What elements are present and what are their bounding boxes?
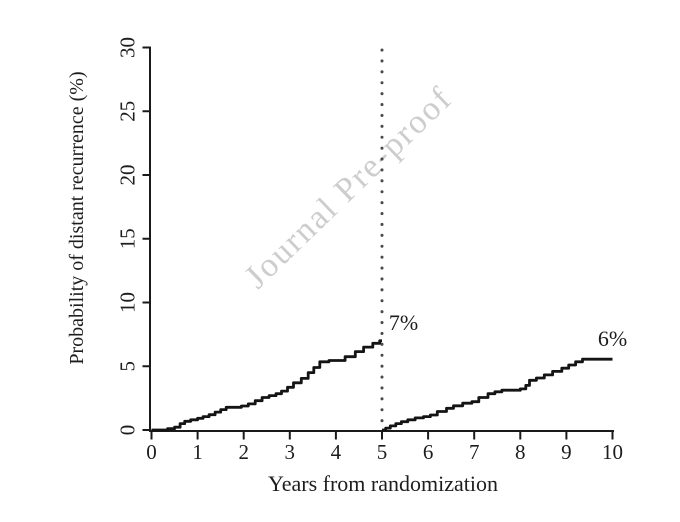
x-tick-label: 7 [469, 440, 480, 464]
x-tick-label: 10 [602, 440, 623, 464]
x-tick-label: 5 [377, 440, 388, 464]
journal-preproof-watermark: Journal Pre-proof [238, 80, 460, 296]
y-tick-label: 15 [116, 228, 140, 249]
x-tick-label: 9 [561, 440, 572, 464]
y-tick-label: 0 [116, 425, 140, 436]
y-axis-title: Probability of distant recurrence (%) [66, 71, 88, 364]
x-tick-label: 6 [423, 440, 434, 464]
curves-group [151, 339, 613, 432]
y-tick-label: 30 [116, 37, 140, 58]
x-tick-label: 4 [331, 440, 342, 464]
x-tick-label: 2 [238, 440, 249, 464]
step-curve-1 [382, 357, 613, 432]
x-axis-title: Years from randomization [268, 471, 498, 496]
y-tick-label-group: 5 [116, 361, 140, 372]
y-tick-label-group: 25 [116, 101, 140, 122]
y-tick-label-group: 0 [116, 425, 140, 436]
x-tick-label: 8 [515, 440, 526, 464]
x-tick-label: 0 [146, 440, 157, 464]
step-curve-0 [151, 339, 382, 432]
y-tick-label: 20 [116, 165, 140, 186]
endpoint-label-6pct: 6% [598, 326, 627, 351]
x-tick-label: 1 [192, 440, 203, 464]
y-tick-label-group: 10 [116, 292, 140, 313]
y-tick-label-group: 20 [116, 165, 140, 186]
y-tick-label: 5 [116, 361, 140, 372]
y-tick-label: 25 [116, 101, 140, 122]
y-tick-label-group: 30 [116, 37, 140, 58]
endpoint-label-7pct: 7% [389, 310, 418, 335]
axes-group: 0 1 2 3 4 5 6 7 8 9 10 0 5 10 15 20 25 30 [116, 37, 624, 464]
y-tick-label-group: 15 [116, 228, 140, 249]
x-tick-label: 3 [285, 440, 296, 464]
y-tick-label: 10 [116, 292, 140, 313]
